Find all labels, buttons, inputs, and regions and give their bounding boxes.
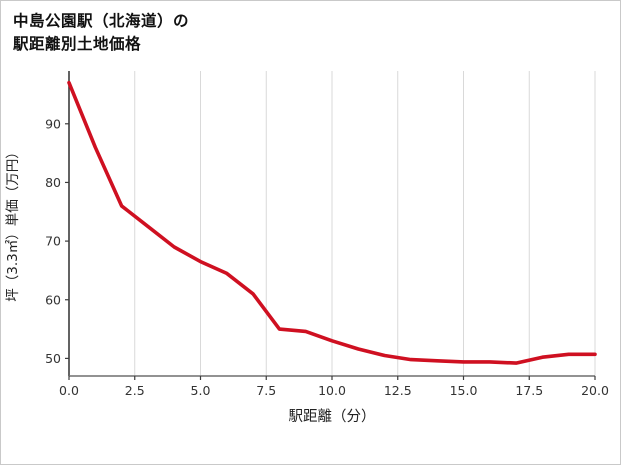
x-axis-label: 駅距離（分） [289,407,376,425]
x-tick-label: 7.5 [256,383,276,398]
chart-area: 0.0 2.5 5.0 7.5 10.0 12.5 15.0 17.5 20.0 50 60 70 80… [1,59,620,439]
x-tick-label: 17.5 [515,383,543,398]
x-tick-label: 12.5 [384,383,412,398]
y-tick-label: 50 [45,350,61,365]
chart-title: 中島公園駅（北海道）の 駅距離別土地価格 [1,1,620,57]
x-tick-label: 2.5 [125,383,145,398]
y-axis-label: 坪（3.3㎡）単価（万円） [5,145,21,301]
y-tick-label: 70 [45,233,61,248]
x-tick-label: 10.0 [318,383,346,398]
x-tick-label: 5.0 [191,383,211,398]
chart-title-line1: 中島公園駅（北海道）の [13,12,190,30]
x-tick-label: 15.0 [450,383,478,398]
chart-title-line2: 駅距離別土地価格 [13,35,142,54]
line-chart-svg: 0.0 2.5 5.0 7.5 10.0 12.5 15.0 17.5 20.0 50 60 70 80… [5,70,609,425]
y-tick-label: 90 [45,116,61,131]
price-line-series [67,80,597,365]
x-tick-label: 20.0 [581,383,609,398]
y-tick-label: 60 [45,292,61,307]
x-tick-label: 0.0 [59,383,79,398]
y-tick-label: 80 [45,174,61,189]
